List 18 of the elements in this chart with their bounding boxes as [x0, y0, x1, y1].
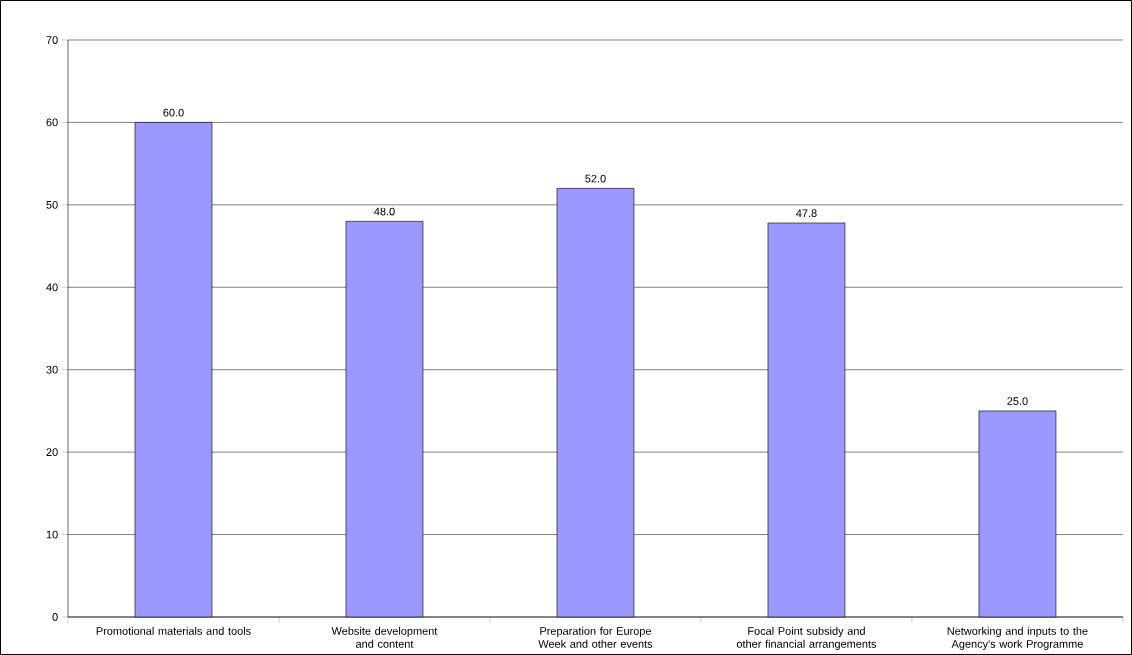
data-label: 60.0 [163, 108, 184, 117]
data-label: 48.0 [374, 207, 395, 216]
x-tick-label: Promotional materials and tools [96, 626, 251, 635]
data-label: 47.8 [796, 209, 817, 218]
y-tick-label: 70 [46, 36, 58, 44]
y-tick-label: 30 [46, 365, 58, 374]
y-tick-label: 10 [46, 530, 58, 539]
y-tick-label: 60 [46, 118, 58, 127]
data-label: 25.0 [1007, 397, 1028, 405]
y-tick-label: 50 [46, 200, 58, 209]
x-tick-label: Preparation for Europe Week and other events [538, 626, 653, 648]
y-tick-label: 20 [46, 448, 58, 457]
x-tick-label: Focal Point subsidy and other financial arrangements [736, 626, 877, 650]
y-tick-label: 40 [46, 283, 58, 292]
y-tick-label: 0 [52, 613, 58, 621]
x-tick-label: Networking and inputs to the Agency's work Programme [947, 626, 1088, 650]
x-tick-label: Website development and content [331, 626, 438, 648]
data-label: 52.0 [585, 174, 606, 183]
